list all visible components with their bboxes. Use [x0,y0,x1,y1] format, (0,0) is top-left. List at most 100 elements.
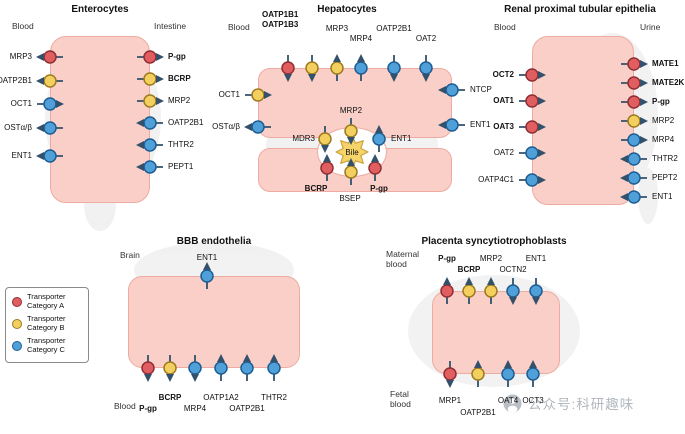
transporter-dot-oct1 [43,97,57,111]
arrow-right-icon [538,123,546,131]
transporter-label-octn2: OCTN2 [499,265,527,274]
transporter-label-mrp4: MRP4 [652,135,675,144]
transporter-mrp2 [621,114,648,128]
arrow-up-icon [203,262,211,270]
transporter-dot-bcrp [462,284,476,298]
transporter-dot-ost- [251,120,265,134]
transporter-label-oat2: OAT2 [493,148,514,157]
transporter-dot-mrp4 [188,361,202,375]
transporter-label-p-gp: P-gp [168,52,186,61]
enterocytes-blood-label: Blood [12,21,34,31]
renal-urine-label: Urine [640,22,661,32]
enterocytes-intestine-label: Intestine [154,21,187,31]
transporter-dot-ent1 [445,118,459,132]
transporter-p-gp [137,50,164,64]
transporter-dot-mrp2 [627,114,641,128]
transporter-dot-oatp1a2 [214,361,228,375]
transporter-label-thtr2: THTR2 [168,140,194,149]
arrow-right-icon [538,71,546,79]
transporter-dot-mrp2 [143,94,157,108]
transporter-oatp2b1 [387,55,401,82]
transporter-bcrp [163,355,177,382]
transporter-label-p-gp: P-gp [438,254,456,263]
transporter-label-oct1: OCT1 [218,90,240,99]
transporter-label-oat3: OAT3 [493,122,514,131]
legend-item-category-b: Transporter Category B [12,314,88,332]
arrow-right-icon [640,98,648,106]
transporter-label-ost-: OSTα/β [212,122,240,131]
arrow-up-icon [323,154,331,162]
transporter-thtr2 [136,138,163,152]
arrow-right-icon [538,149,546,157]
transporter-mrp2 [484,277,498,304]
arrow-right-icon [264,91,272,99]
transporter-dot-oat2 [419,61,433,75]
transporter-bsep [344,158,358,185]
arrow-down-icon [422,74,430,82]
transporter-ent1 [438,118,465,132]
arrow-right-icon [538,176,546,184]
renal-title: Renal proximal tubular epithelia [504,4,656,15]
transporter-ost- [36,121,63,135]
transporter-label-bcrp: BCRP [457,265,481,274]
transporter-dot-oat4 [501,367,515,381]
transporter-label-mrp2: MRP2 [652,116,675,125]
transporter-label-oct1: OCT1 [10,99,32,108]
transporter-mdr3 [318,126,332,153]
legend: Transporter Category A Transporter Categ… [5,287,89,363]
transporter-label-mrp3: MRP3 [9,52,32,61]
arrow-left-icon [136,119,144,127]
arrow-down-icon [509,297,517,305]
transporter-label-p-gp: P-gp [370,184,388,193]
transporter-mate2k [621,76,648,90]
transporter-dot-p-gp [627,95,641,109]
transporter-label-bcrp: BCRP [168,74,191,83]
transporter-thtr2 [620,152,647,166]
bbb-endothelial-cell [128,276,300,368]
legend-label-category-c: Transporter Category C [27,336,66,354]
transporter-label-bcrp: BCRP [304,184,328,193]
transporter-dot-pept2 [627,171,641,185]
watermark-logo-icon [503,394,522,412]
transporter-mrp4 [188,355,202,382]
transporter-label-oatp1b3: OATP1B3 [262,20,299,29]
transporter-label-ent1: ENT1 [391,134,412,143]
arrow-up-icon [333,54,341,62]
transporter-label-oatp2b1: OATP2B1 [376,24,412,33]
arrow-up-icon [217,354,225,362]
transporter-oct2 [519,68,546,82]
arrow-left-icon [244,123,252,131]
arrow-left-icon [620,155,628,163]
transporter-dot-thtr2 [627,152,641,166]
transporter-dot-oct1 [251,88,265,102]
transporter-label-mrp2: MRP2 [168,96,191,105]
legend-label-category-a: Transporter Category A [27,292,66,310]
transporter-label-oat2: OAT2 [415,34,437,43]
transporter-dot-oatp2b1 [240,361,254,375]
category-a-dot [12,296,22,307]
transporter-mrp2 [137,94,164,108]
transporter-p-gp [621,95,648,109]
bbb-brain-label: Brain [120,250,140,260]
legend-item-category-a: Transporter Category A [12,292,88,310]
transporter-dot-mrp4 [627,133,641,147]
transporter-oat2 [519,146,546,160]
transporter-mrp1 [443,361,457,388]
transporter-label-mrp2: MRP2 [479,254,503,263]
transporter-dot-p-gp [368,161,382,175]
transporter-dot-ost- [43,121,57,135]
transporter-dot-p-gp [440,284,454,298]
arrow-up-icon [243,354,251,362]
transporter-label-thtr2: THTR2 [652,154,678,163]
arrow-down-icon [532,297,540,305]
transporter-dot-oatp2b1 [143,116,157,130]
syncytiotrophoblast-cell [432,291,560,374]
arrow-right-icon [56,100,64,108]
transporter-dot-thtr2 [143,138,157,152]
arrow-up-icon [443,277,451,285]
transporter-oatp1a2 [214,354,228,381]
transporter-p-gp [440,277,454,304]
arrow-up-icon [474,360,482,368]
transporter-oct3 [526,360,540,387]
